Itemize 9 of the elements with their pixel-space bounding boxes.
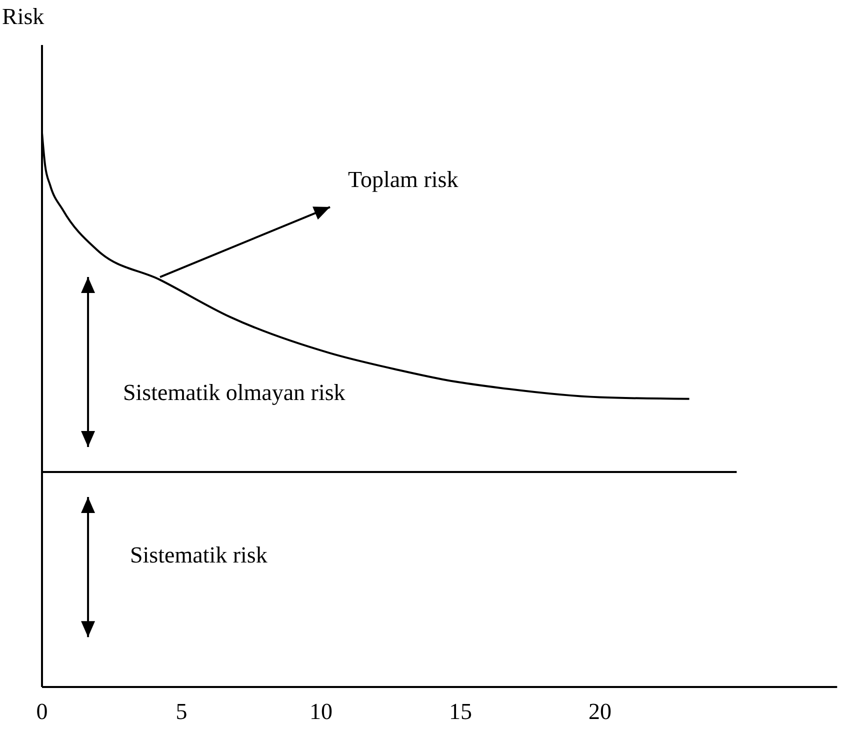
y-axis-title: Risk [2, 4, 45, 29]
x-tick-label: 10 [310, 699, 332, 724]
annotation: Sistematik risk [130, 542, 268, 568]
annotation: Toplam risk [348, 167, 459, 192]
x-tick-label: 20 [588, 699, 612, 724]
annotation: Sistematik olmayan risk [123, 380, 346, 406]
x-tick-label: 5 [176, 699, 188, 724]
x-tick-label: 15 [449, 699, 472, 724]
x-tick-label: 0 [36, 699, 48, 724]
